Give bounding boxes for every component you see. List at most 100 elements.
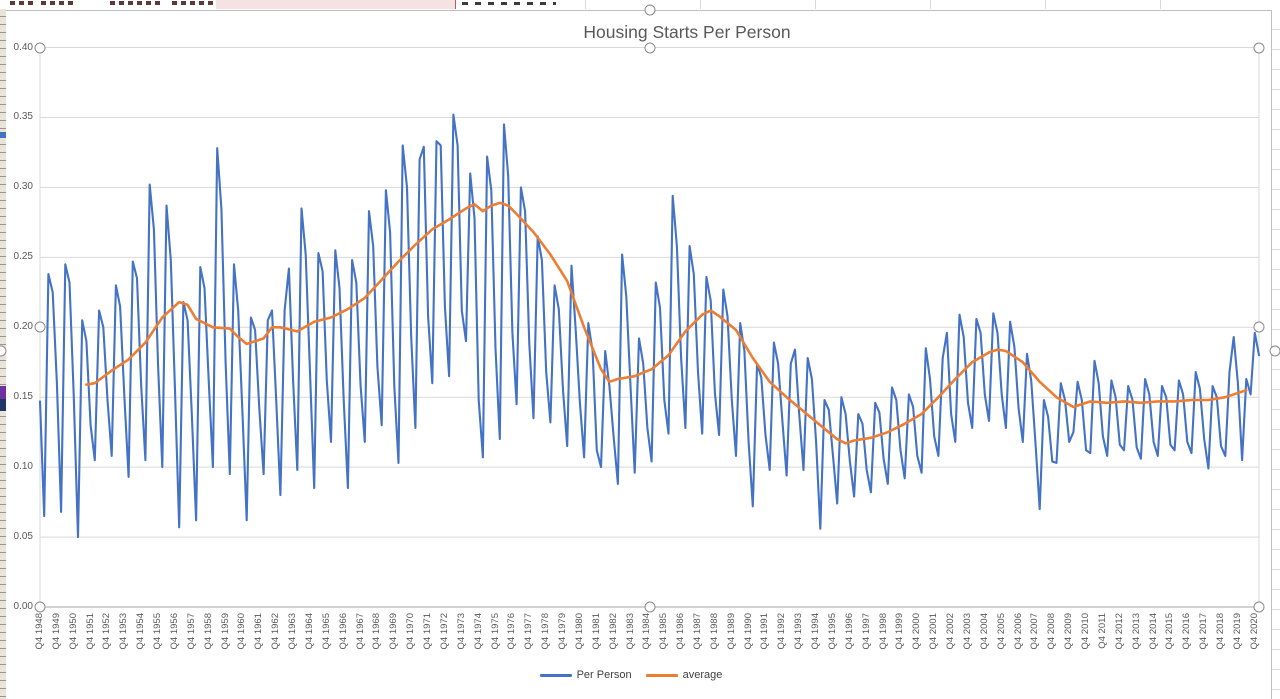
x-tick-label-text: Q4 2016 (1181, 613, 1193, 650)
x-tick-label-text: Q4 1960 (236, 613, 248, 650)
chart-title[interactable]: Housing Starts Per Person (583, 22, 791, 42)
selection-handle[interactable] (34, 42, 46, 53)
x-tick-label-text: Q4 2011 (1096, 613, 1108, 649)
legend-item-per-person[interactable]: Per Person (539, 669, 632, 681)
x-tick-label: Q4 1991 (759, 613, 771, 659)
cell-text-fragment (110, 1, 162, 5)
x-tick-label: Q4 1969 (388, 613, 400, 659)
x-tick-label-text: Q4 1974 (472, 613, 484, 650)
x-tick-label-text: Q4 1965 (320, 613, 332, 650)
legend-item-average[interactable]: average (645, 669, 723, 681)
selection-handle[interactable] (34, 321, 46, 333)
x-tick-label-text: Q4 1948 (34, 613, 45, 650)
y-tick-label: 0.10 (13, 461, 33, 473)
legend-label: average (682, 669, 723, 681)
selection-handle[interactable] (1253, 321, 1265, 333)
x-tick-label: Q4 2020 (1249, 613, 1261, 659)
column-border (815, 0, 816, 9)
x-tick-label: Q4 1975 (490, 613, 502, 659)
x-tick-label: Q4 1982 (608, 613, 620, 659)
x-tick-label-text: Q4 1996 (843, 613, 855, 650)
x-tick-label-text: Q4 1961 (253, 613, 265, 650)
x-tick-label: Q4 1999 (894, 613, 906, 659)
x-tick-label: Q4 2002 (945, 613, 957, 659)
x-tick-label: Q4 1988 (709, 613, 721, 659)
x-tick-label: Q4 1989 (726, 613, 738, 659)
selection-handle[interactable] (34, 601, 46, 613)
x-tick-label: Q4 1994 (810, 613, 822, 659)
x-tick-label-text: Q4 1976 (506, 613, 518, 650)
y-tick-label: 0.25 (13, 251, 33, 263)
x-tick-label-text: Q4 1950 (67, 613, 79, 650)
x-tick-label: Q4 1965 (321, 613, 333, 659)
x-tick-label: Q4 2001 (928, 613, 940, 659)
x-tick-label-text: Q4 1995 (826, 613, 838, 650)
x-tick-label: Q4 2003 (962, 613, 974, 659)
x-tick-label: Q4 2006 (1013, 613, 1025, 659)
x-tick-label: Q4 1953 (118, 613, 130, 659)
y-tick-label: 0.40 (13, 41, 33, 53)
series-average[interactable] (85, 201, 1248, 445)
x-tick-label: Q4 2011 (1097, 613, 1109, 659)
selection-handle[interactable] (1253, 42, 1265, 53)
x-tick-label: Q4 1956 (169, 613, 181, 659)
x-tick-label-text: Q4 1979 (557, 613, 569, 650)
x-tick-label: Q4 1995 (827, 613, 839, 659)
x-tick-label-text: Q4 1970 (405, 613, 417, 650)
x-tick-label: Q4 1974 (473, 613, 485, 659)
x-tick-label-text: Q4 1992 (776, 613, 788, 650)
x-tick-label-text: Q4 2001 (928, 613, 940, 650)
x-tick-label: Q4 1971 (422, 613, 434, 659)
x-tick-label-text: Q4 1994 (810, 613, 822, 650)
selection-handle[interactable] (0, 345, 7, 357)
x-tick-label-text: Q4 1986 (675, 613, 687, 650)
x-tick-label-text: Q4 1958 (202, 613, 214, 650)
x-tick-label: Q4 1990 (743, 613, 755, 659)
column-border (1045, 0, 1046, 9)
x-tick-label-text: Q4 1968 (371, 613, 383, 650)
selection-handle[interactable] (644, 42, 655, 53)
selection-handle[interactable] (1269, 345, 1280, 357)
x-tick-label: Q4 2013 (1131, 613, 1143, 659)
x-tick-label: Q4 2010 (1080, 613, 1092, 659)
x-tick-label-text: Q4 1956 (168, 613, 180, 650)
x-tick-label-text: Q4 1987 (692, 613, 703, 650)
series-per-person[interactable] (38, 113, 1261, 539)
column-border (1160, 0, 1161, 9)
x-tick-label-text: Q4 1980 (573, 613, 585, 650)
cell-text-fragment (172, 1, 214, 5)
x-tick-label: Q4 2019 (1232, 613, 1244, 659)
x-tick-label-text: Q4 2009 (1063, 613, 1075, 650)
x-tick-label-text: Q4 1954 (135, 613, 147, 650)
x-tick-label-text: Q4 1998 (877, 613, 889, 650)
pink-filled-cell (216, 0, 455, 9)
x-tick-label: Q4 2017 (1198, 613, 1210, 659)
x-tick-label-text: Q4 1967 (354, 613, 366, 650)
x-tick-label: Q4 2004 (979, 613, 991, 659)
x-tick-label: Q4 1983 (625, 613, 637, 659)
x-tick-label: Q4 1963 (287, 613, 299, 659)
selection-handle[interactable] (644, 601, 655, 613)
x-tick-label-text: Q4 1973 (455, 613, 467, 650)
selection-handle[interactable] (1253, 601, 1265, 613)
x-tick-label: Q4 2018 (1215, 613, 1227, 659)
x-tick-label-text: Q4 2000 (911, 613, 923, 650)
x-tick-label-text: Q4 2020 (1248, 613, 1260, 650)
x-tick-label-text: Q4 2002 (945, 613, 957, 650)
x-tick-label: Q4 2009 (1063, 613, 1075, 659)
x-tick-label: Q4 1952 (101, 613, 113, 659)
x-tick-label-text: Q4 1957 (185, 613, 197, 650)
x-tick-label: Q4 1948 (34, 613, 46, 659)
x-tick-label-text: Q4 2006 (1012, 613, 1024, 650)
x-tick-label-text: Q4 1997 (860, 613, 872, 650)
x-tick-label: Q4 2015 (1164, 613, 1176, 659)
selection-handle[interactable] (644, 4, 656, 16)
x-tick-label-text: Q4 1966 (337, 613, 349, 650)
x-tick-label: Q4 2016 (1181, 613, 1193, 659)
x-tick-label-text: Q4 1981 (590, 613, 602, 650)
x-tick-label-text: Q4 2013 (1130, 613, 1142, 650)
y-tick-label: 0.15 (13, 391, 33, 403)
x-tick-label: Q4 1951 (85, 613, 97, 659)
x-tick-label: Q4 1961 (253, 613, 265, 659)
